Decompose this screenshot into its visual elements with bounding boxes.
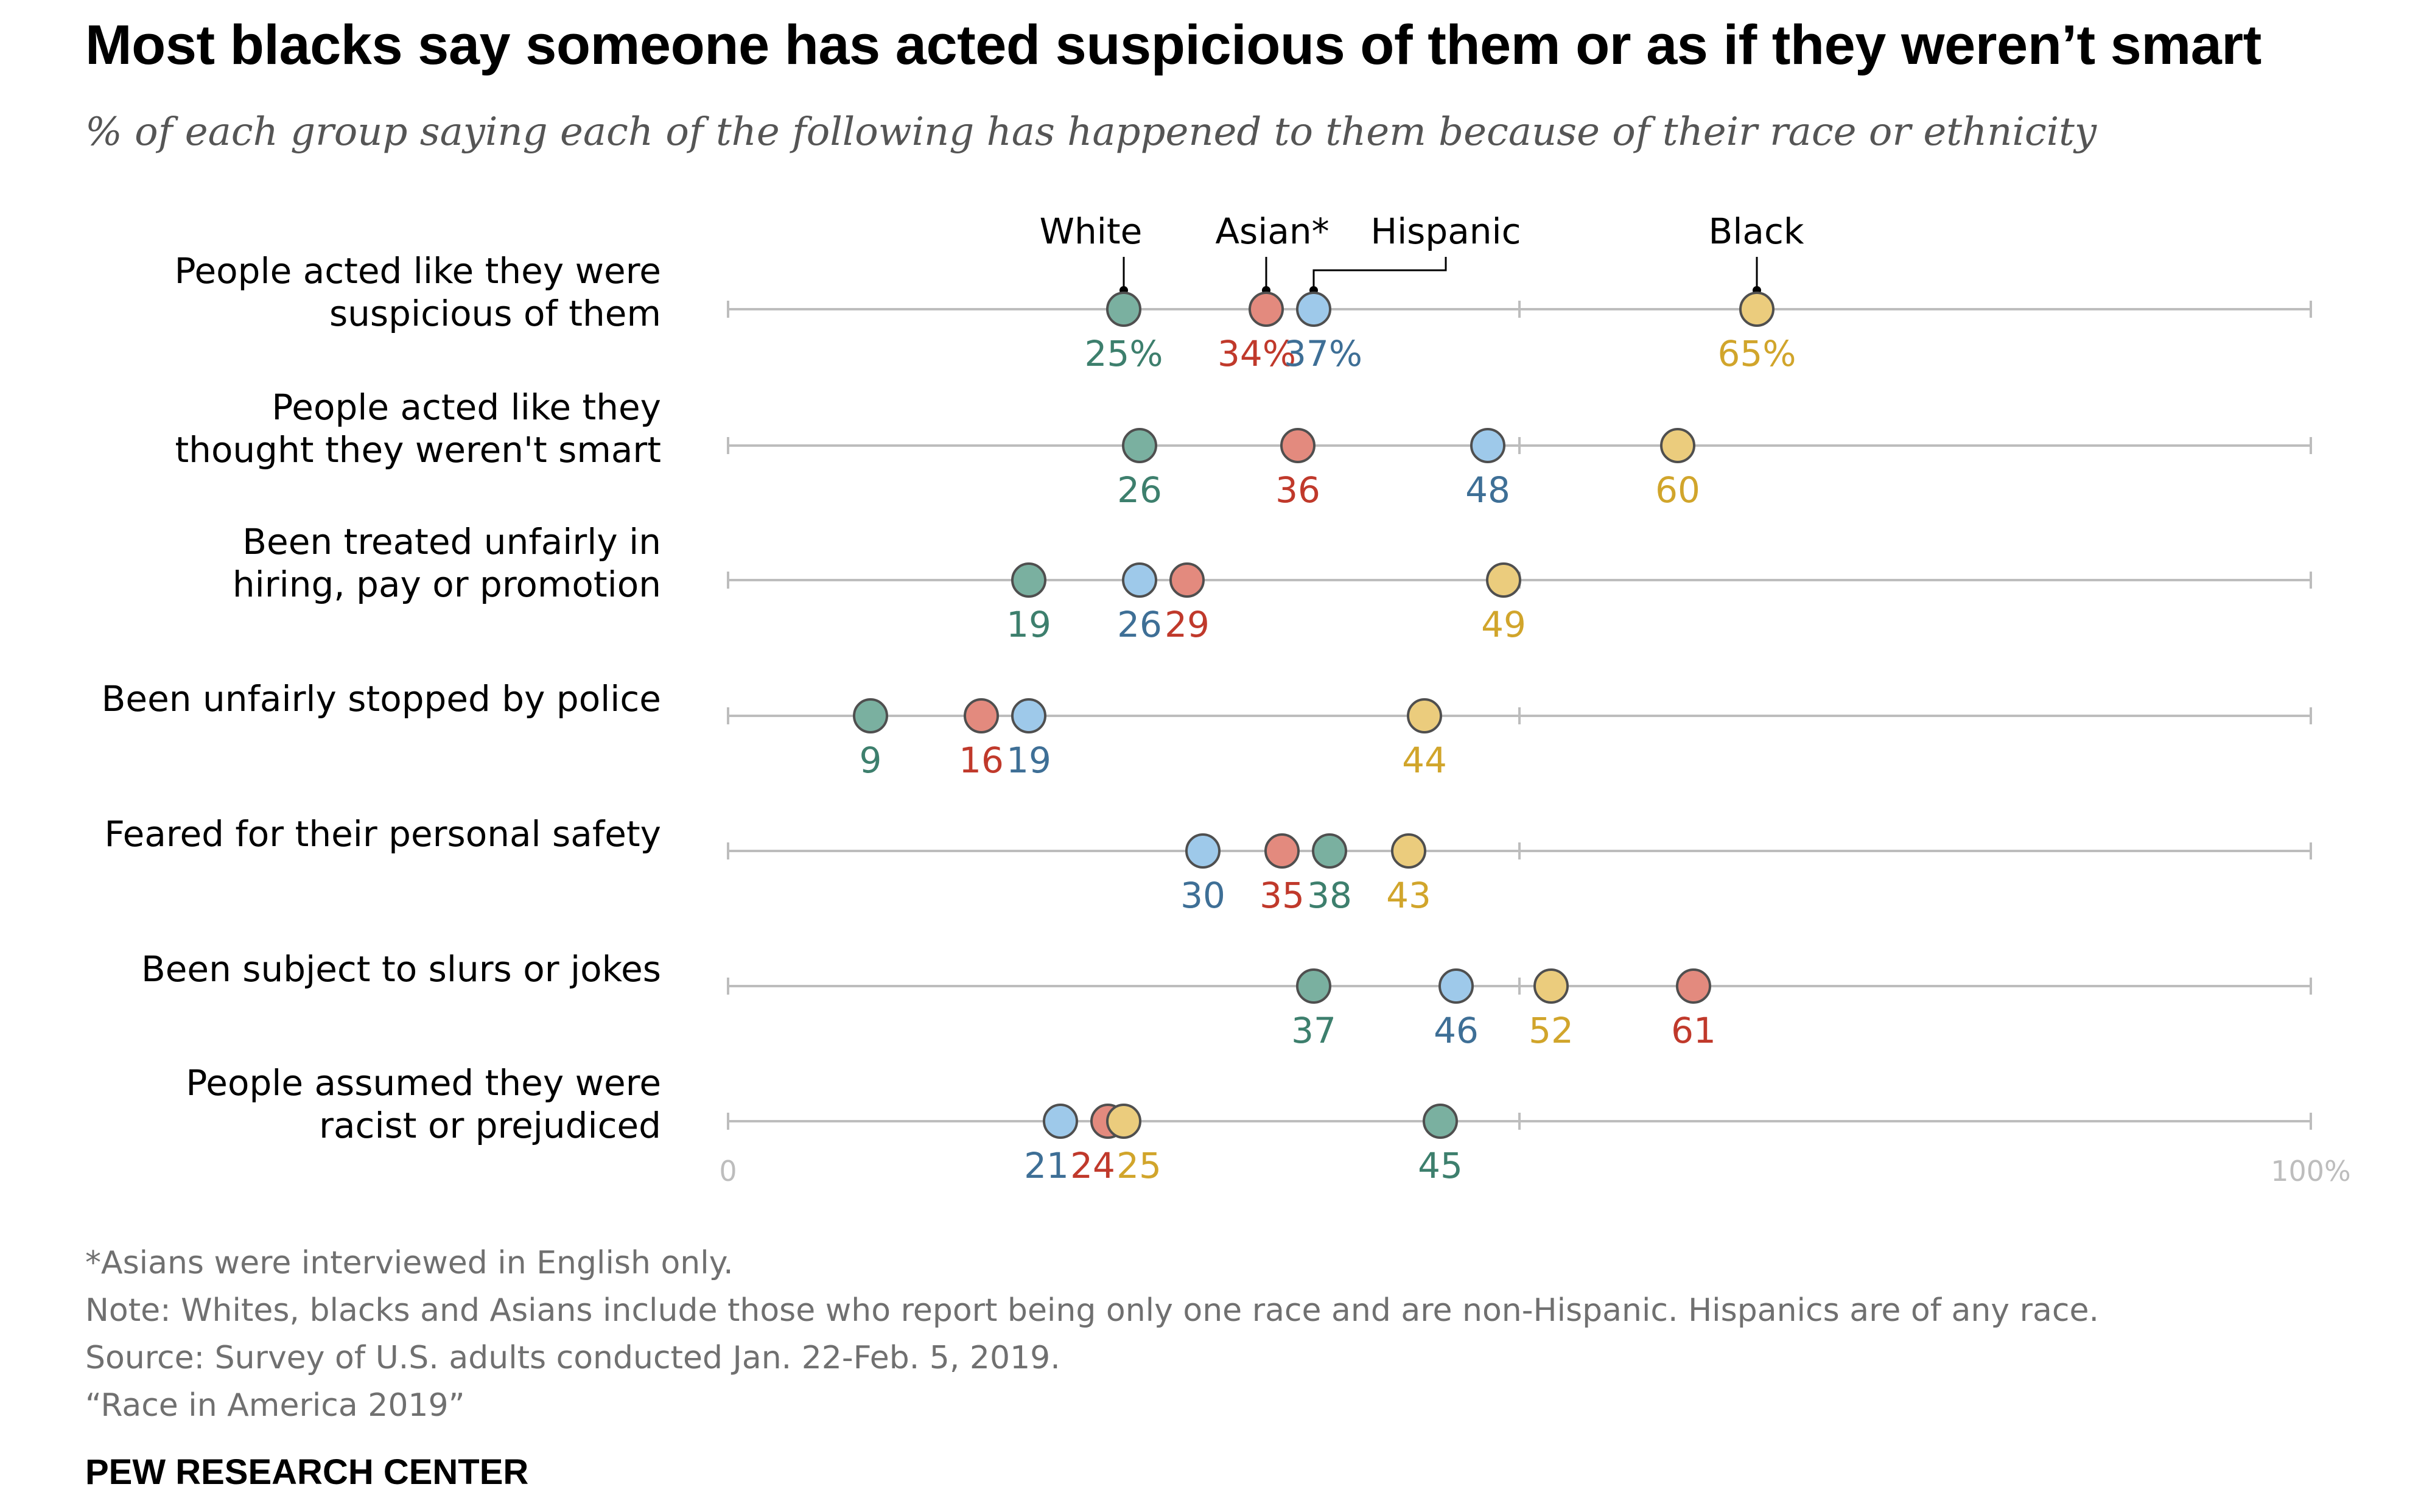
row-label: hiring, pay or promotion — [233, 564, 661, 605]
dot-2-5 — [1440, 970, 1473, 1003]
data-label: 45 — [1418, 1145, 1463, 1186]
dot-1-1 — [1281, 429, 1314, 462]
data-label: 26 — [1117, 469, 1162, 511]
legend-label: Black — [1709, 211, 1804, 252]
dot-0-5 — [1297, 970, 1330, 1003]
data-label: 49 — [1481, 604, 1526, 645]
dot-2-3 — [1012, 699, 1045, 732]
row-label: Been unfairly stopped by police — [102, 678, 661, 719]
data-label: 29 — [1165, 604, 1210, 645]
data-label: 38 — [1307, 875, 1352, 916]
dot-1-0 — [1250, 293, 1283, 326]
row-label: suspicious of them — [329, 293, 661, 334]
data-label: 37 — [1291, 1010, 1336, 1051]
dot-3-1 — [1661, 429, 1694, 462]
data-label: 19 — [1006, 740, 1051, 781]
data-label: 44 — [1402, 740, 1447, 781]
brand-logo-text: PEW RESEARCH CENTER — [85, 1452, 528, 1493]
dot-0-0 — [1107, 293, 1140, 326]
data-label: 24 — [1070, 1145, 1115, 1186]
dot-2-1 — [1471, 429, 1504, 462]
data-label: 61 — [1671, 1010, 1716, 1051]
data-label: 30 — [1180, 875, 1225, 916]
row-label: racist or prejudiced — [319, 1105, 661, 1146]
data-label: 19 — [1006, 604, 1051, 645]
row-label: People acted like they — [272, 387, 661, 428]
footnote-report: “Race in America 2019” — [85, 1387, 465, 1424]
data-label: 26 — [1117, 604, 1162, 645]
dot-0-2 — [1012, 564, 1045, 597]
dot-0-6 — [1424, 1105, 1457, 1138]
data-label: 35 — [1260, 875, 1305, 916]
footnote-source: Source: Survey of U.S. adults conducted … — [85, 1340, 1060, 1376]
data-label: 9 — [860, 740, 882, 781]
row-label: thought they weren't smart — [175, 429, 661, 471]
data-label: 25% — [1085, 333, 1163, 374]
data-label: 37% — [1284, 333, 1362, 374]
data-label: 21 — [1024, 1145, 1069, 1186]
dot-2-2 — [1123, 564, 1156, 597]
dot-1-2 — [1171, 564, 1203, 597]
row-label: Feared for their personal safety — [104, 813, 661, 855]
row-label: Been treated unfairly in — [242, 521, 661, 562]
data-label: 48 — [1465, 469, 1510, 511]
dot-3-3 — [1408, 699, 1441, 732]
dot-3-6 — [1107, 1105, 1140, 1138]
legend-label: White — [1040, 211, 1143, 252]
dot-0-4 — [1313, 835, 1346, 867]
dot-2-6 — [1044, 1105, 1077, 1138]
row-label: People assumed they were — [186, 1062, 661, 1104]
data-label: 52 — [1529, 1010, 1574, 1051]
dot-3-0 — [1740, 293, 1773, 326]
data-label: 25 — [1116, 1145, 1161, 1186]
data-label: 65% — [1718, 333, 1796, 374]
dot-2-4 — [1186, 835, 1219, 867]
axis-label-min: 0 — [719, 1155, 737, 1188]
dot-3-4 — [1392, 835, 1425, 867]
data-label: 16 — [959, 740, 1004, 781]
dot-3-5 — [1535, 970, 1568, 1003]
dot-1-3 — [965, 699, 998, 732]
series-legend: White Asian* Hispanic Black — [1040, 211, 1804, 295]
legend-label: Asian* — [1215, 211, 1329, 252]
row-label: People acted like they were — [175, 250, 661, 292]
data-label: 60 — [1655, 469, 1700, 511]
row-label: Been subject to slurs or jokes — [141, 948, 661, 990]
dot-0-3 — [854, 699, 887, 732]
axis-label-max: 100% — [2271, 1155, 2351, 1188]
dot-3-2 — [1487, 564, 1520, 597]
data-label: 43 — [1386, 875, 1431, 916]
legend-pointer — [1314, 257, 1446, 290]
data-label: 36 — [1275, 469, 1320, 511]
dot-1-5 — [1677, 970, 1710, 1003]
dot-1-4 — [1266, 835, 1298, 867]
data-label: 46 — [1434, 1010, 1479, 1051]
dot-0-1 — [1123, 429, 1156, 462]
footnote-asians: *Asians were interviewed in English only… — [85, 1245, 734, 1281]
footnote-note: Note: Whites, blacks and Asians include … — [85, 1292, 2099, 1329]
legend-label: Hispanic — [1370, 211, 1521, 252]
dot-2-0 — [1297, 293, 1330, 326]
